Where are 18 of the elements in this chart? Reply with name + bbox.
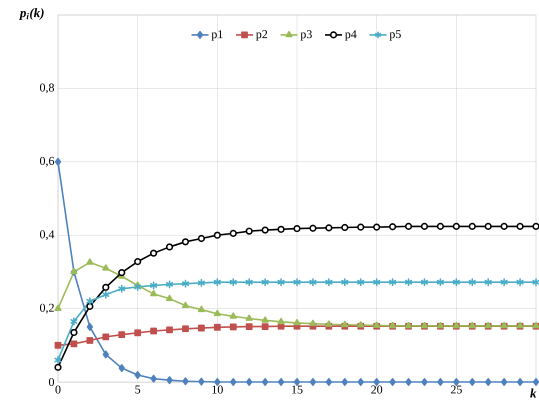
x-tick-label: 15 — [292, 386, 303, 394]
y-tick-label: 0,4 — [40, 230, 54, 240]
legend-label: p5 — [390, 30, 401, 41]
legend-label: p1 — [212, 30, 223, 41]
x-axis-title: k — [530, 388, 536, 398]
x-tick-label: 10 — [212, 386, 223, 394]
legend-label: p2 — [256, 30, 268, 41]
y-tick-label: 0,8 — [40, 84, 54, 94]
x-tick-label: 5 — [135, 386, 140, 394]
x-tick-label: 0 — [55, 386, 61, 394]
legend-label: p4 — [345, 30, 357, 41]
y-axis-title: p$_{i}$(k) — [18, 8, 44, 20]
x-tick-label: 20 — [371, 386, 382, 394]
y-tick-label: 0,6 — [40, 156, 54, 167]
legend-label: p3 — [300, 30, 312, 41]
y-tick-label: 0 — [48, 378, 54, 386]
y-tick-label: 0,2 — [40, 304, 54, 314]
x-tick-label: 25 — [450, 386, 462, 394]
